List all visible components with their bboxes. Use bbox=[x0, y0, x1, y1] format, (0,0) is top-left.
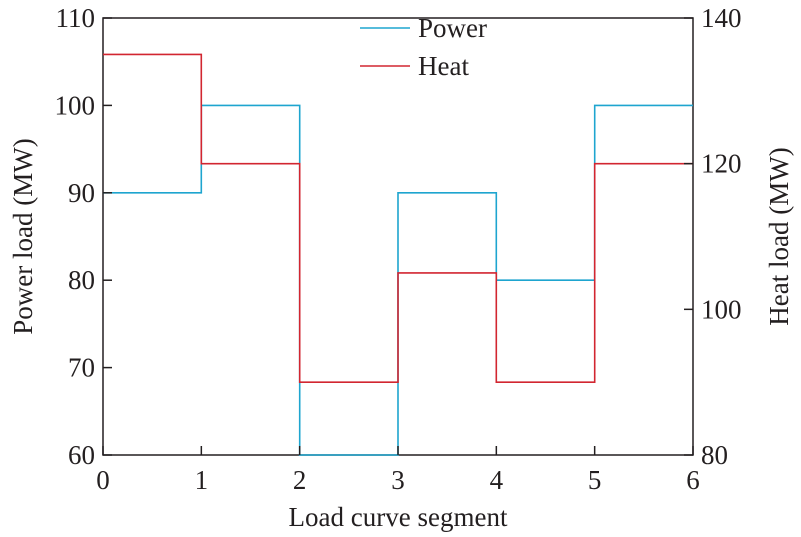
axes-layer: 0 1 2 3 4 5 6 60 70 80 90 100 110 80 100 120 140 bbox=[55, 3, 742, 495]
x-tick-label: 1 bbox=[195, 465, 209, 495]
y-right-tick-label: 140 bbox=[701, 3, 742, 33]
x-tick-label: 2 bbox=[293, 465, 307, 495]
x-tick-label: 0 bbox=[96, 465, 110, 495]
y-axis-left-label: Power load (MW) bbox=[8, 138, 38, 334]
x-tick-label: 6 bbox=[686, 465, 700, 495]
y-right-tick-label: 100 bbox=[701, 294, 742, 324]
legend-label-power: Power bbox=[418, 13, 487, 43]
legend: Power Heat bbox=[360, 13, 487, 81]
x-axis-label: Load curve segment bbox=[289, 502, 508, 532]
y-left-tick-label: 90 bbox=[68, 178, 95, 208]
legend-label-heat: Heat bbox=[418, 51, 469, 81]
x-tick-label: 5 bbox=[588, 465, 602, 495]
y-left-tick-label: 80 bbox=[68, 265, 95, 295]
y-left-tick-label: 110 bbox=[56, 3, 96, 33]
series-line-heat bbox=[103, 53, 693, 383]
y-right-tick-label: 120 bbox=[701, 149, 742, 179]
y-left-tick-label: 100 bbox=[55, 90, 96, 120]
x-tick-label: 4 bbox=[490, 465, 504, 495]
y-left-tick-label: 70 bbox=[68, 353, 95, 383]
x-tick-label: 3 bbox=[391, 465, 405, 495]
series-layer bbox=[103, 53, 693, 456]
y-axis-right-label: Heat load (MW) bbox=[764, 147, 794, 325]
y-right-tick-label: 80 bbox=[701, 440, 728, 470]
y-left-tick-label: 60 bbox=[68, 440, 95, 470]
